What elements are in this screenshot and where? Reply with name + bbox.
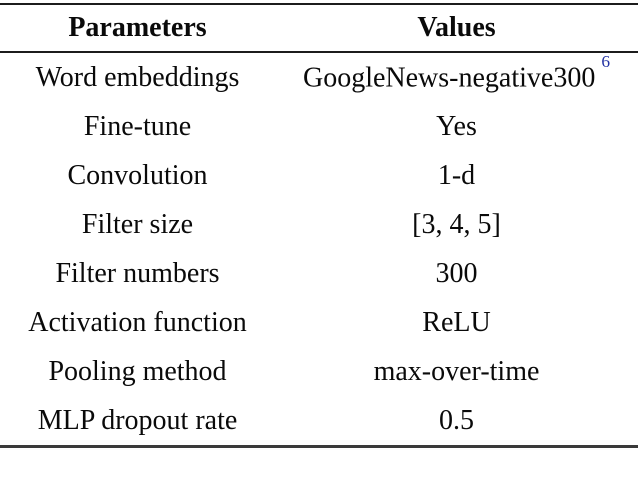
table-row: Word embeddings GoogleNews-negative3006 (0, 53, 638, 102)
table-row: Pooling method max-over-time (0, 347, 638, 396)
value-cell: [3, 4, 5] (412, 208, 501, 240)
parameter-cell: Filter numbers (55, 257, 220, 289)
value-cell: ReLU (422, 306, 491, 338)
value-cell: 1-d (437, 159, 476, 191)
parameter-cell: Activation function (28, 306, 247, 338)
table-row: MLP dropout rate 0.5 (0, 396, 638, 445)
parameter-cell: Word embeddings (35, 61, 240, 93)
table-header-row: Parameters Values (0, 5, 638, 51)
column-header-parameters: Parameters (68, 12, 207, 43)
hyperparameters-table: Parameters Values Word embeddings Google… (0, 3, 638, 448)
table-row: Fine-tune Yes (0, 102, 638, 151)
value-cell: GoogleNews-negative3006 (275, 53, 638, 94)
value-cell: Yes (436, 110, 477, 142)
parameter-cell: MLP dropout rate (37, 404, 238, 436)
value-cell: 0.5 (439, 404, 474, 436)
parameter-cell: Convolution (67, 159, 208, 191)
value-text: GoogleNews-negative300 (302, 62, 596, 94)
column-header-values: Values (417, 12, 496, 43)
table-rule-top (0, 3, 638, 5)
value-cell: 300 (435, 257, 478, 289)
table-row: Activation function ReLU (0, 298, 638, 347)
parameter-cell: Fine-tune (83, 110, 192, 142)
table-rule-bottom (0, 445, 638, 448)
table-row: Convolution 1-d (0, 151, 638, 200)
table-row: Filter numbers 300 (0, 249, 638, 298)
parameter-cell: Pooling method (48, 355, 227, 387)
table-row: Filter size [3, 4, 5] (0, 200, 638, 249)
parameter-cell: Filter size (81, 208, 194, 240)
table-rule-midheader (0, 51, 638, 53)
footnote-ref-6[interactable]: 6 (601, 52, 611, 72)
value-cell: max-over-time (373, 355, 540, 387)
